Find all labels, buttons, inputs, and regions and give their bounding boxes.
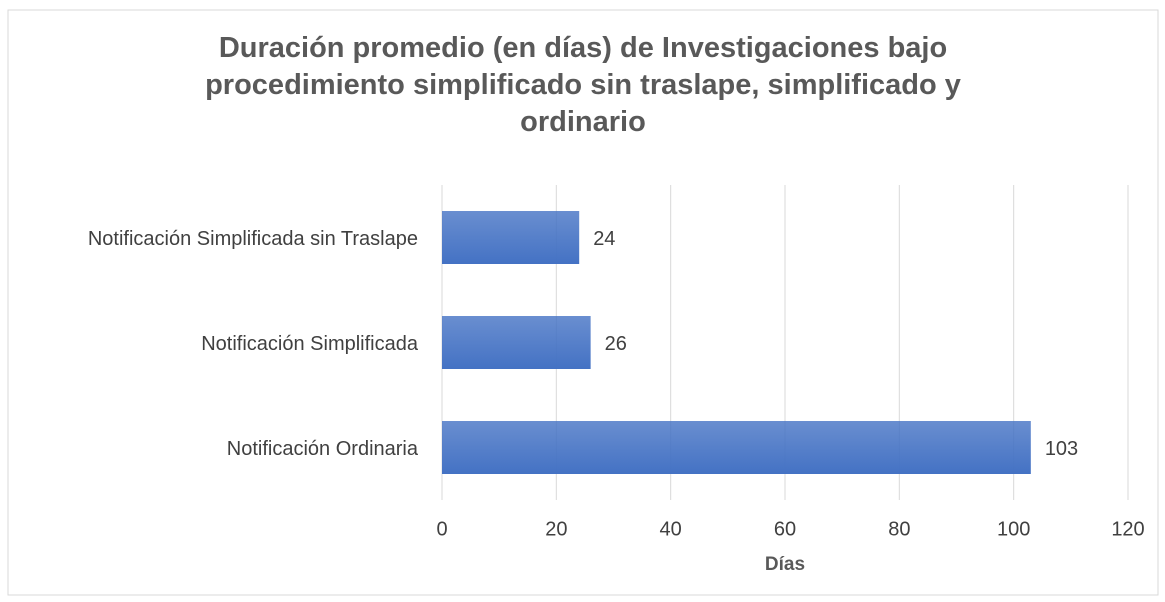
x-tick-label: 20 <box>545 518 567 540</box>
x-tick-label: 80 <box>888 518 910 540</box>
data-label: 24 <box>593 228 615 250</box>
chart-border <box>7 9 1159 596</box>
bar <box>442 211 580 264</box>
bar <box>442 316 591 369</box>
x-axis-title: Días <box>765 554 805 575</box>
y-tick-label: Notificación Simplificada <box>201 333 419 355</box>
chart-title: Duración promedio (en días) de Investiga… <box>205 32 961 138</box>
x-tick-label: 120 <box>1111 518 1144 540</box>
x-tick-label: 60 <box>774 518 796 540</box>
x-tick-label: 100 <box>997 518 1030 540</box>
data-label: 103 <box>1045 438 1078 460</box>
y-tick-label: Notificación Simplificada sin Traslape <box>88 228 418 250</box>
bar <box>442 421 1031 474</box>
data-label: 26 <box>605 333 627 355</box>
x-tick-label: 40 <box>660 518 682 540</box>
y-tick-label: Notificación Ordinaria <box>227 438 419 460</box>
x-tick-label: 0 <box>436 518 447 540</box>
